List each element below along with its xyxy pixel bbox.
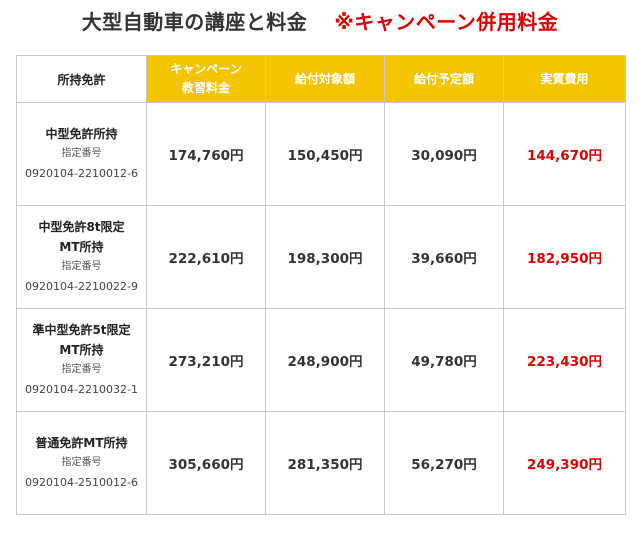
designation-label: 指定番号 xyxy=(61,148,102,159)
designation-label: 指定番号 xyxy=(61,457,102,468)
header-subsidy-planned: 給付予定額 xyxy=(384,55,504,103)
table-header-row: 所持免許 キャンペーン 教習料金 給付対象額 給付予定額 実質費用 xyxy=(16,55,626,103)
license-name-line2: MT所持 xyxy=(59,343,104,357)
designation-number: 0920104-2210022-9 xyxy=(25,280,138,293)
actual-cost-cell: 144,670円 xyxy=(503,102,626,206)
header-campaign-line2: 教習料金 xyxy=(181,81,230,95)
actual-cost-cell: 249,390円 xyxy=(503,411,626,515)
subsidy-target-cell: 248,900円 xyxy=(265,308,385,412)
license-cell: 中型免許8t限定 MT所持指定番号 0920104-2210022-9 xyxy=(16,205,147,309)
page-title: 大型自動車の講座と料金 xyxy=(81,10,308,34)
header-campaign-fee: キャンペーン 教習料金 xyxy=(146,55,266,103)
campaign-fee-cell: 174,760円 xyxy=(146,102,266,206)
title-row: 大型自動車の講座と料金 ※キャンペーン併用料金 xyxy=(0,6,640,42)
header-subsidy-target: 給付対象額 xyxy=(265,55,385,103)
subsidy-planned-cell: 56,270円 xyxy=(384,411,504,515)
license-cell: 普通免許MT所持 指定番号 0920104-2510012-6 xyxy=(16,411,147,515)
campaign-fee-cell: 222,610円 xyxy=(146,205,266,309)
actual-cost-cell: 223,430円 xyxy=(503,308,626,412)
campaign-note: ※キャンペーン併用料金 xyxy=(334,10,559,34)
designation-label: 指定番号 xyxy=(61,364,102,375)
license-cell: 中型免許所持 指定番号 0920104-2210012-6 xyxy=(16,102,147,206)
designation-number: 0920104-2210032-1 xyxy=(25,383,138,396)
license-name: 普通免許MT所持 xyxy=(35,436,128,450)
subsidy-target-cell: 150,450円 xyxy=(265,102,385,206)
fee-table: 所持免許 キャンペーン 教習料金 給付対象額 給付予定額 実質費用 中型免許所持… xyxy=(16,55,626,515)
designation-number: 0920104-2210012-6 xyxy=(25,167,138,180)
table-body: 中型免許所持 指定番号 0920104-2210012-6 174,760円 150,4… xyxy=(16,102,626,515)
table-row: 普通免許MT所持 指定番号 0920104-2510012-6 305,660円 281… xyxy=(16,411,626,515)
license-name-line2: MT所持 xyxy=(59,240,104,254)
header-actual-cost: 実質費用 xyxy=(503,55,626,103)
designation-number: 0920104-2510012-6 xyxy=(25,476,138,489)
designation-label: 指定番号 xyxy=(61,261,102,272)
table-row: 中型免許8t限定 MT所持指定番号 0920104-2210022-9 222,610… xyxy=(16,205,626,309)
license-name: 中型免許所持 xyxy=(45,127,118,141)
header-license: 所持免許 xyxy=(16,55,147,103)
subsidy-planned-cell: 39,660円 xyxy=(384,205,504,309)
subsidy-target-cell: 281,350円 xyxy=(265,411,385,515)
actual-cost-cell: 182,950円 xyxy=(503,205,626,309)
license-name: 準中型免許5t限定 xyxy=(32,323,131,337)
header-campaign-line1: キャンペーン xyxy=(170,62,242,76)
license-cell: 準中型免許5t限定 MT所持指定番号 0920104-2210032-1 xyxy=(16,308,147,412)
campaign-fee-cell: 305,660円 xyxy=(146,411,266,515)
subsidy-planned-cell: 30,090円 xyxy=(384,102,504,206)
subsidy-planned-cell: 49,780円 xyxy=(384,308,504,412)
subsidy-target-cell: 198,300円 xyxy=(265,205,385,309)
license-name: 中型免許8t限定 xyxy=(38,220,125,234)
table-row: 中型免許所持 指定番号 0920104-2210012-6 174,760円 150,4… xyxy=(16,102,626,206)
table-row: 準中型免許5t限定 MT所持指定番号 0920104-2210032-1 273,21… xyxy=(16,308,626,412)
campaign-fee-cell: 273,210円 xyxy=(146,308,266,412)
